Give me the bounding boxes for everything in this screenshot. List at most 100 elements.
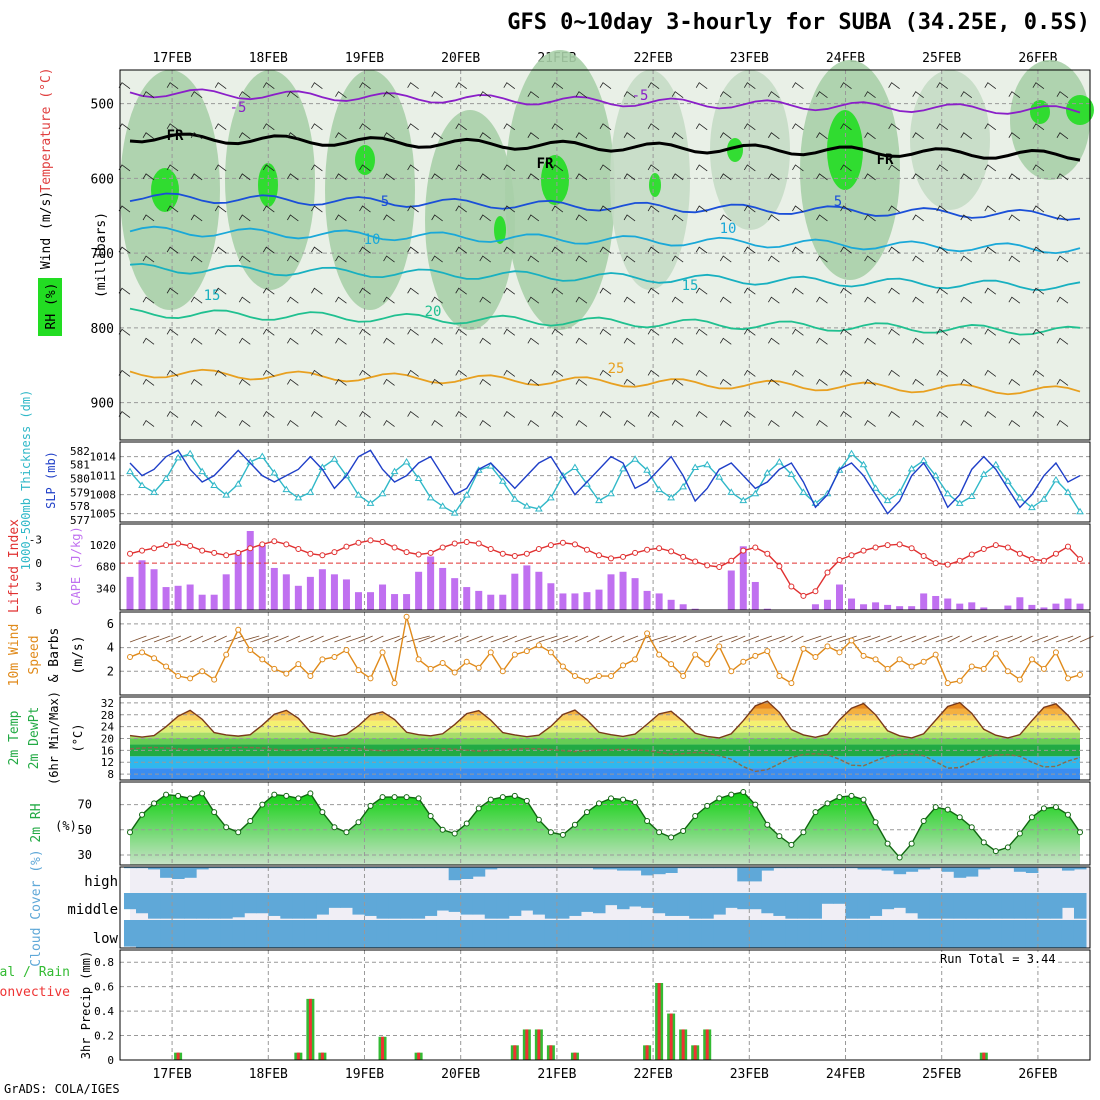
li-line-point [932, 560, 939, 567]
isotherm-line [129, 262, 1081, 291]
wind-barb [311, 369, 323, 377]
cloud-bar-low [244, 920, 257, 948]
wind-speed-line-point [1004, 668, 1011, 675]
cape-bar [354, 592, 362, 610]
cloud-bar-high [773, 867, 786, 869]
wind-barb-10m [274, 635, 289, 643]
cape-bar [258, 545, 266, 610]
wind-barb [840, 246, 852, 254]
wind-barb-10m [707, 635, 723, 643]
wind-barb [1056, 214, 1069, 222]
wind-barb-10m [562, 635, 578, 643]
cloud-bar-middle [929, 893, 943, 919]
thickness-line-point [715, 473, 724, 480]
wind-barb [1056, 132, 1069, 140]
cloud-bar-low [665, 920, 678, 948]
thickness-line-point [655, 485, 663, 493]
cloud-bar-low [893, 920, 907, 948]
wind-barb [190, 91, 203, 98]
wind-barb [671, 214, 684, 222]
li-line-point [752, 544, 759, 551]
cape-bar [968, 602, 976, 610]
wind-barb-10m [129, 635, 147, 643]
wind-speed-line-point [439, 659, 446, 666]
cloud-bar-low [316, 920, 329, 948]
wind-barb [238, 419, 251, 427]
wind-barb [551, 246, 564, 254]
cape-bar [342, 579, 350, 610]
wind-barb [768, 419, 780, 427]
wind-speed-line-point [523, 648, 530, 655]
rh-shade [649, 173, 661, 197]
contour-label: FR [167, 128, 184, 144]
cloud-level-low: low [93, 931, 119, 947]
cloud-bar-middle [400, 893, 414, 919]
cloud-bar-low [809, 920, 822, 948]
temp-axis-label-2: 2m DewPt [27, 707, 42, 770]
wind-barb [1056, 378, 1069, 386]
precip-tick: 0.2 [94, 1030, 114, 1043]
li-line-point [175, 540, 182, 547]
cloud-bar-middle [725, 893, 738, 908]
wind-barb [575, 255, 588, 263]
wind-barb [792, 82, 804, 90]
wind-barb [647, 369, 660, 377]
cloud-bar-middle [989, 893, 1003, 919]
cloud-bar-middle [580, 893, 594, 912]
cloud-bar-low [965, 920, 979, 948]
wind-barb [816, 337, 828, 345]
wind-barb [864, 337, 876, 345]
wind-barb [599, 123, 612, 131]
contour-label: 10 [720, 221, 737, 237]
rh-line-point [836, 794, 843, 801]
wind-barb [359, 205, 371, 213]
wind-barb-10m [490, 635, 509, 643]
wind-barb-10m [827, 635, 846, 643]
wind-barb [647, 205, 660, 213]
contour-label: 5 [834, 194, 842, 210]
wind-barb [166, 410, 179, 418]
thickness-line-point [907, 464, 916, 472]
cape-bar [270, 567, 278, 610]
wind-barb [503, 287, 516, 295]
cloud-bar-high [1025, 867, 1039, 873]
wind-barb [840, 205, 852, 213]
wind-barb [190, 296, 203, 304]
wind-speed-line-point [487, 649, 494, 656]
wind-barb [960, 91, 973, 98]
wind-barb [359, 123, 371, 131]
wind-barb [695, 369, 708, 377]
thickness-line-point [294, 493, 303, 501]
cloud-bar-middle [905, 893, 919, 914]
precip-convective-bar [417, 1052, 421, 1060]
rh-line-point [235, 829, 242, 836]
rh-line-point [559, 831, 566, 838]
rh-line-point [523, 797, 530, 804]
wind-barb-10m [610, 635, 625, 643]
wind-barb [431, 132, 443, 140]
li-line-point [415, 551, 422, 558]
rh-line-point [583, 809, 590, 816]
wind-barb [311, 205, 323, 213]
wind-barb [455, 410, 467, 418]
rh-line-point [511, 792, 518, 799]
wind-barb [719, 378, 732, 386]
wind-speed-line-point [872, 656, 879, 663]
wind-barb [335, 91, 347, 98]
cloud-bar-middle [713, 893, 726, 915]
thickness-line-point [679, 482, 688, 490]
wind-barb [671, 296, 684, 304]
cloud-bar-high [148, 867, 161, 870]
wind-barb-10m [887, 635, 903, 643]
wind-barb-10m [803, 635, 822, 643]
thickness-line-point [210, 481, 219, 488]
wind-barb [623, 255, 636, 263]
cape-bar [210, 594, 218, 610]
wind-barb [960, 132, 973, 140]
wind-barb [359, 246, 371, 254]
li-line-point [319, 552, 326, 559]
wind-barb [816, 296, 828, 304]
cloud-bar-high [484, 867, 498, 870]
wind-barb [527, 296, 540, 304]
li-line-point [788, 583, 795, 590]
